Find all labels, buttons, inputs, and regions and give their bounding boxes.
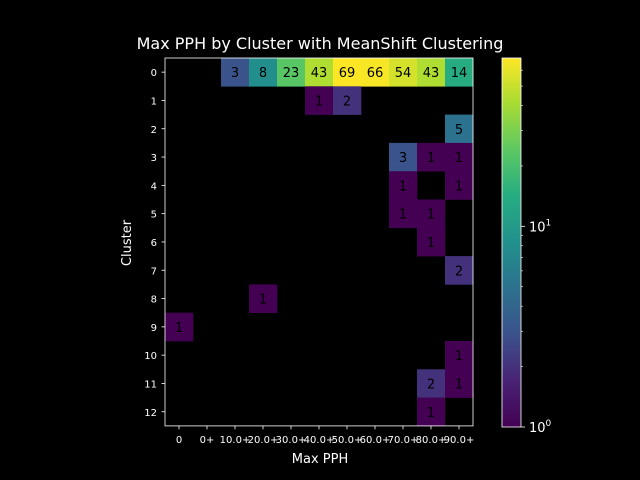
colorbar-tick-label: 101 [529, 218, 551, 235]
cell-value-label: 1 [399, 208, 407, 223]
x-axis-ticks: 0 0+ 10.0+20.0+30.0+40.0+50.0+60.0+70.0+80… [176, 425, 475, 446]
heatmap-cell [361, 58, 390, 87]
x-axis-label: Max PPH [292, 452, 348, 467]
cell-value-label: 2 [455, 264, 463, 279]
cell-value-label: 2 [427, 377, 435, 392]
heatmap-cell [277, 58, 306, 87]
cell-value-label: 1 [427, 151, 435, 166]
cell-value-label: 1 [427, 208, 435, 223]
heatmap-cell [445, 341, 474, 370]
cell-value-label: 3 [231, 66, 239, 81]
x-tick-label: 20.0+ [248, 435, 279, 446]
cell-value-label: 54 [395, 66, 412, 81]
cell-value-label: 1 [455, 349, 463, 364]
heatmap-cell [165, 312, 194, 342]
heatmap-cell [445, 369, 474, 398]
x-tick-label: 50.0+ [332, 435, 363, 446]
heatmap-cell [305, 86, 334, 115]
heatmap-cell [249, 284, 278, 313]
cell-value-label: 8 [259, 66, 267, 81]
y-tick-label: 7 [151, 266, 157, 277]
y-tick-label: 2 [151, 125, 157, 136]
cell-value-label: 5 [455, 123, 463, 138]
heatmap-cell [389, 199, 418, 229]
heatmap-cell [445, 171, 474, 200]
x-tick-label: 40.0+ [304, 435, 335, 446]
heatmap-cell [417, 397, 446, 427]
heatmap-cell [417, 142, 446, 172]
y-tick-label: 5 [151, 210, 157, 221]
cell-value-label: 1 [259, 293, 267, 308]
colorbar: 100 101 [501, 57, 552, 436]
heatmap-cell [333, 86, 362, 115]
heatmap-cell [389, 142, 418, 172]
y-tick-label: 11 [144, 379, 157, 390]
heatmap-plot-area: 3 8 23 43 69 66 54 43 14 1 2 5 3 1 1 1 1 1 1 1 2 1 1 1 2 1 1 [164, 57, 474, 427]
y-tick-label: 6 [151, 238, 157, 249]
cell-value-label: 1 [455, 377, 463, 392]
y-tick-label: 3 [151, 153, 157, 164]
cell-value-label: 43 [311, 66, 328, 81]
x-tick-label: 30.0+ [276, 435, 307, 446]
cell-value-label: 1 [427, 406, 435, 421]
heatmap-cell [305, 58, 334, 87]
y-tick-label: 0 [151, 68, 157, 79]
heatmap-cell [333, 58, 362, 87]
y-tick-label: 4 [151, 181, 157, 192]
cell-value-label: 1 [315, 94, 323, 109]
cell-value-label: 2 [343, 94, 351, 109]
heatmap-cell [445, 114, 474, 144]
colorbar-gradient [502, 58, 521, 427]
cell-value-label: 14 [451, 66, 468, 81]
x-tick-label: 90.0+ [444, 435, 475, 446]
y-tick-label: 12 [144, 408, 157, 419]
cell-value-label: 23 [283, 66, 300, 81]
cell-value-label: 69 [339, 66, 356, 81]
heatmap-cell [221, 58, 250, 87]
heatmap-cell [389, 58, 418, 87]
heatmap-cell [249, 58, 278, 87]
cell-value-label: 1 [427, 236, 435, 251]
cell-value-label: 1 [455, 179, 463, 194]
heatmap-cell [445, 58, 474, 87]
heatmap-cell [417, 199, 446, 229]
cell-value-label: 66 [367, 66, 384, 81]
colorbar-frame [501, 57, 522, 428]
cell-value-label: 1 [399, 179, 407, 194]
heatmap-cell [389, 171, 418, 200]
cell-value-label: 1 [175, 321, 183, 336]
heatmap-cell [445, 142, 474, 172]
cell-value-label: 43 [423, 66, 440, 81]
heatmap-cell [417, 369, 446, 398]
heatmap-cell [417, 227, 446, 257]
y-tick-label: 10 [144, 351, 157, 362]
cell-value-label: 3 [399, 151, 407, 166]
x-tick-label: 80.0+ [416, 435, 447, 446]
chart-title: Max PPH by Cluster with MeanShift Cluste… [137, 34, 504, 53]
x-tick-label: 60.0+ [360, 435, 391, 446]
heatmap-cell [417, 58, 446, 87]
colorbar-tick-label: 100 [529, 419, 552, 436]
x-tick-label: 70.0+ [388, 435, 419, 446]
x-tick-label: 10.0+ [220, 435, 251, 446]
cell-value-label: 1 [455, 151, 463, 166]
x-tick-label: 0 [176, 435, 182, 446]
x-tick-label: 0+ [200, 435, 215, 446]
y-tick-label: 9 [151, 323, 157, 334]
y-axis-label: Cluster [120, 219, 135, 266]
y-tick-label: 8 [151, 295, 157, 306]
heatmap-cell [445, 256, 474, 285]
y-tick-label: 1 [151, 96, 157, 107]
